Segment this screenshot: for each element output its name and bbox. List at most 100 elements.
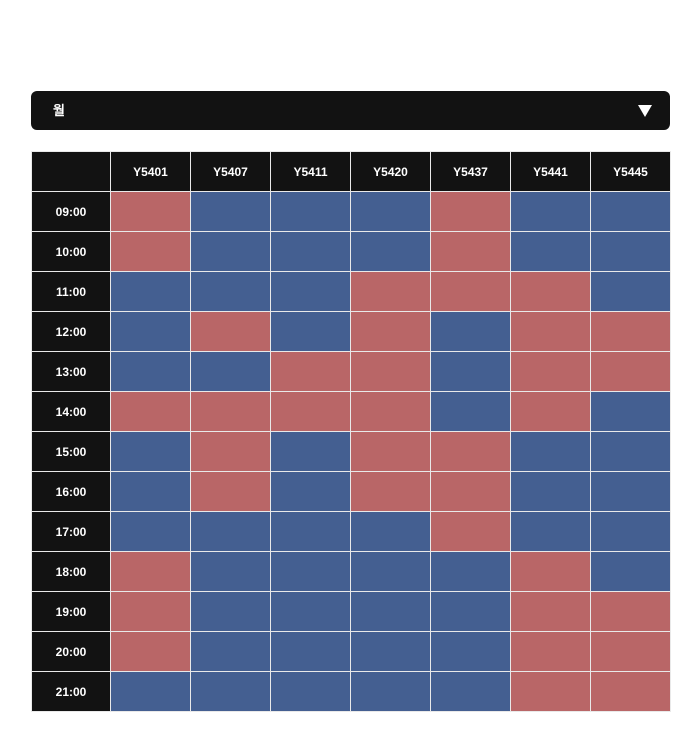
slot-occupied[interactable] <box>190 311 271 352</box>
slot-occupied[interactable] <box>510 311 591 352</box>
slot-available[interactable] <box>110 671 191 712</box>
slot-occupied[interactable] <box>270 391 351 432</box>
slot-available[interactable] <box>190 271 271 312</box>
slot-available[interactable] <box>350 591 431 632</box>
slot-available[interactable] <box>590 471 671 512</box>
slot-available[interactable] <box>270 671 351 712</box>
slot-available[interactable] <box>590 231 671 272</box>
schedule-row: 09:00 <box>31 191 671 232</box>
slot-occupied[interactable] <box>350 271 431 312</box>
slot-available[interactable] <box>270 511 351 552</box>
slot-available[interactable] <box>190 671 271 712</box>
slot-available[interactable] <box>590 431 671 472</box>
slot-occupied[interactable] <box>110 231 191 272</box>
slot-available[interactable] <box>350 191 431 232</box>
slot-occupied[interactable] <box>510 391 591 432</box>
time-label: 16:00 <box>31 471 111 512</box>
slot-occupied[interactable] <box>590 591 671 632</box>
slot-available[interactable] <box>270 631 351 672</box>
slot-occupied[interactable] <box>430 271 511 312</box>
slot-occupied[interactable] <box>590 311 671 352</box>
slot-available[interactable] <box>430 671 511 712</box>
slot-available[interactable] <box>110 271 191 312</box>
slot-occupied[interactable] <box>590 631 671 672</box>
slot-occupied[interactable] <box>350 471 431 512</box>
slot-occupied[interactable] <box>350 391 431 432</box>
slot-occupied[interactable] <box>430 471 511 512</box>
slot-occupied[interactable] <box>510 271 591 312</box>
room-header-y5420: Y5420 <box>350 151 431 192</box>
slot-available[interactable] <box>510 511 591 552</box>
slot-occupied[interactable] <box>270 351 351 392</box>
slot-available[interactable] <box>190 511 271 552</box>
slot-occupied[interactable] <box>510 631 591 672</box>
chevron-down-icon <box>638 105 652 117</box>
slot-available[interactable] <box>590 191 671 232</box>
slot-occupied[interactable] <box>110 631 191 672</box>
slot-available[interactable] <box>270 271 351 312</box>
slot-available[interactable] <box>190 191 271 232</box>
slot-occupied[interactable] <box>430 431 511 472</box>
slot-available[interactable] <box>110 511 191 552</box>
slot-occupied[interactable] <box>510 591 591 632</box>
slot-available[interactable] <box>350 631 431 672</box>
slot-available[interactable] <box>270 471 351 512</box>
slot-available[interactable] <box>110 311 191 352</box>
slot-available[interactable] <box>190 551 271 592</box>
slot-occupied[interactable] <box>430 191 511 232</box>
slot-available[interactable] <box>510 431 591 472</box>
slot-occupied[interactable] <box>190 471 271 512</box>
slot-occupied[interactable] <box>350 351 431 392</box>
day-select-dropdown[interactable]: 월 <box>31 91 670 130</box>
slot-occupied[interactable] <box>110 551 191 592</box>
slot-available[interactable] <box>350 511 431 552</box>
slot-occupied[interactable] <box>430 511 511 552</box>
slot-available[interactable] <box>590 391 671 432</box>
slot-available[interactable] <box>110 431 191 472</box>
slot-occupied[interactable] <box>510 551 591 592</box>
slot-available[interactable] <box>190 631 271 672</box>
slot-occupied[interactable] <box>510 351 591 392</box>
slot-available[interactable] <box>590 271 671 312</box>
slot-available[interactable] <box>190 231 271 272</box>
slot-available[interactable] <box>350 551 431 592</box>
schedule-row: 20:00 <box>31 631 671 672</box>
slot-available[interactable] <box>270 231 351 272</box>
slot-available[interactable] <box>110 471 191 512</box>
slot-occupied[interactable] <box>110 191 191 232</box>
slot-available[interactable] <box>350 671 431 712</box>
slot-available[interactable] <box>190 351 271 392</box>
slot-occupied[interactable] <box>590 671 671 712</box>
slot-occupied[interactable] <box>190 431 271 472</box>
room-header-y5411: Y5411 <box>270 151 351 192</box>
slot-available[interactable] <box>270 431 351 472</box>
slot-available[interactable] <box>510 231 591 272</box>
slot-available[interactable] <box>270 551 351 592</box>
slot-occupied[interactable] <box>350 431 431 472</box>
slot-available[interactable] <box>590 511 671 552</box>
slot-occupied[interactable] <box>590 351 671 392</box>
slot-available[interactable] <box>430 351 511 392</box>
slot-available[interactable] <box>190 591 271 632</box>
slot-available[interactable] <box>270 311 351 352</box>
slot-occupied[interactable] <box>110 591 191 632</box>
slot-available[interactable] <box>430 551 511 592</box>
slot-available[interactable] <box>430 391 511 432</box>
slot-occupied[interactable] <box>110 391 191 432</box>
slot-occupied[interactable] <box>190 391 271 432</box>
slot-occupied[interactable] <box>510 671 591 712</box>
slot-available[interactable] <box>270 591 351 632</box>
slot-available[interactable] <box>430 311 511 352</box>
slot-available[interactable] <box>510 191 591 232</box>
slot-available[interactable] <box>270 191 351 232</box>
slot-available[interactable] <box>430 631 511 672</box>
slot-available[interactable] <box>350 231 431 272</box>
slot-occupied[interactable] <box>350 311 431 352</box>
day-select-value: 월 <box>53 103 65 118</box>
slot-available[interactable] <box>590 551 671 592</box>
slot-occupied[interactable] <box>430 231 511 272</box>
slot-available[interactable] <box>510 471 591 512</box>
slot-available[interactable] <box>110 351 191 392</box>
schedule-row: 16:00 <box>31 471 671 512</box>
slot-available[interactable] <box>430 591 511 632</box>
